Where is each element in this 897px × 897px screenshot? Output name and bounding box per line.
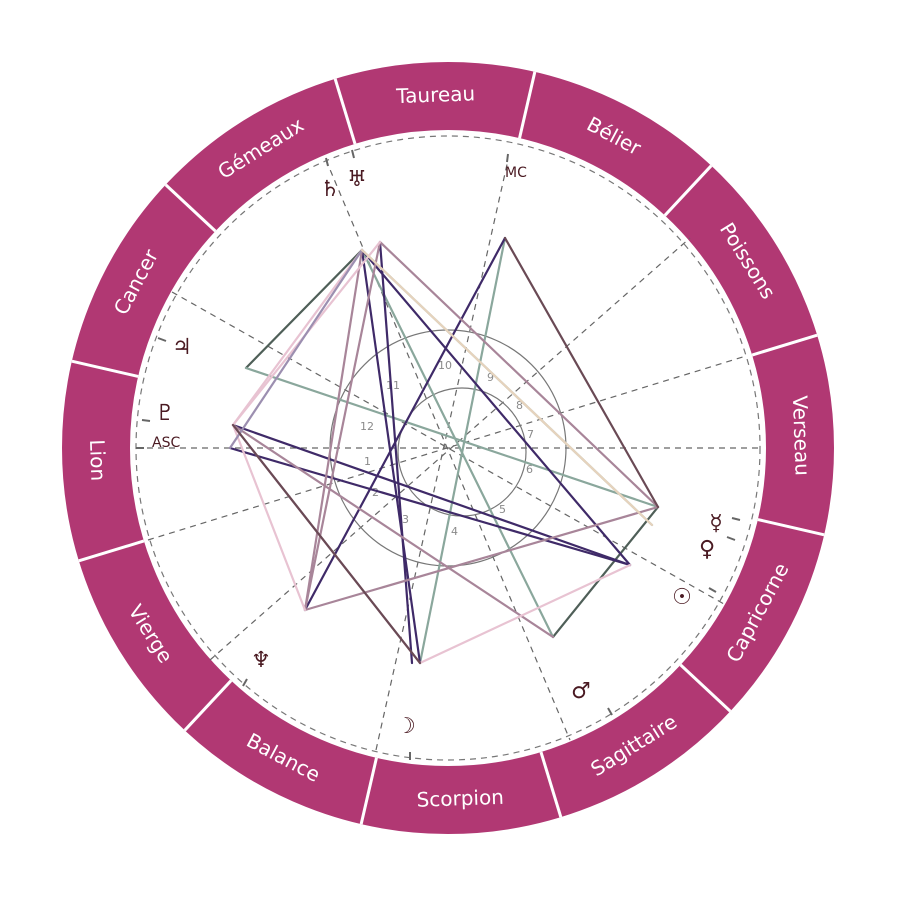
sign-divider	[359, 757, 378, 825]
sign-divider	[679, 663, 732, 713]
mercury-icon: ☿	[709, 511, 723, 536]
sign-label-lion: Lion	[85, 439, 110, 481]
sign-label-scorpion: Scorpion	[416, 785, 504, 812]
sign-divider	[333, 78, 357, 145]
house-number-6: 6	[526, 463, 533, 476]
sign-dividers	[71, 71, 825, 825]
sign-divider	[663, 164, 713, 217]
pluto-icon: ♇	[155, 401, 175, 426]
house-number-1: 1	[364, 455, 371, 468]
sign-label-taureau: Taureau	[395, 81, 476, 108]
house-cusps	[136, 159, 760, 751]
house-number-8: 8	[516, 399, 523, 412]
zodiac-ring: VerseauPoissonsBélierTaureauGémeauxCance…	[62, 62, 834, 834]
sign-divider	[539, 751, 563, 818]
mc-label: MC	[505, 165, 527, 181]
saturn-icon: ♄	[320, 177, 340, 202]
house-number-9: 9	[487, 371, 494, 384]
asc-label: ASC	[152, 435, 180, 451]
planet-glyphs: ♄ ♅ ♃ ♇ ☿ ♀ ☉ ♂ ☽ ♆	[155, 167, 723, 739]
house-number-11: 11	[386, 379, 400, 392]
house-number-12: 12	[360, 420, 374, 433]
aspect-lines	[228, 236, 660, 665]
house-number-4: 4	[451, 525, 458, 538]
sign-divider	[78, 539, 145, 563]
sign-divider	[164, 183, 217, 233]
planet-ticks	[136, 149, 741, 760]
sign-divider	[518, 71, 537, 139]
sign-label-verseau: Verseau	[788, 395, 815, 476]
sign-divider	[751, 333, 818, 357]
jupiter-icon: ♃	[172, 335, 192, 360]
sign-divider	[757, 518, 825, 537]
house-number-2: 2	[372, 486, 379, 499]
sign-divider	[71, 359, 139, 378]
sign-divider	[183, 679, 233, 732]
house-number-5: 5	[499, 503, 506, 516]
house-number-3: 3	[402, 513, 409, 526]
neptune-icon: ♆	[251, 648, 271, 673]
house-number-7: 7	[527, 428, 534, 441]
mars-icon: ♂	[571, 679, 591, 704]
house-numbers: 1 2 3 4 5 6 7 8 9 10 11 12	[360, 359, 534, 538]
sun-icon: ☉	[672, 585, 692, 610]
moon-icon: ☽	[396, 714, 416, 739]
venus-icon: ♀	[699, 537, 715, 562]
house-number-10: 10	[438, 359, 452, 372]
uranus-icon: ♅	[347, 167, 367, 192]
